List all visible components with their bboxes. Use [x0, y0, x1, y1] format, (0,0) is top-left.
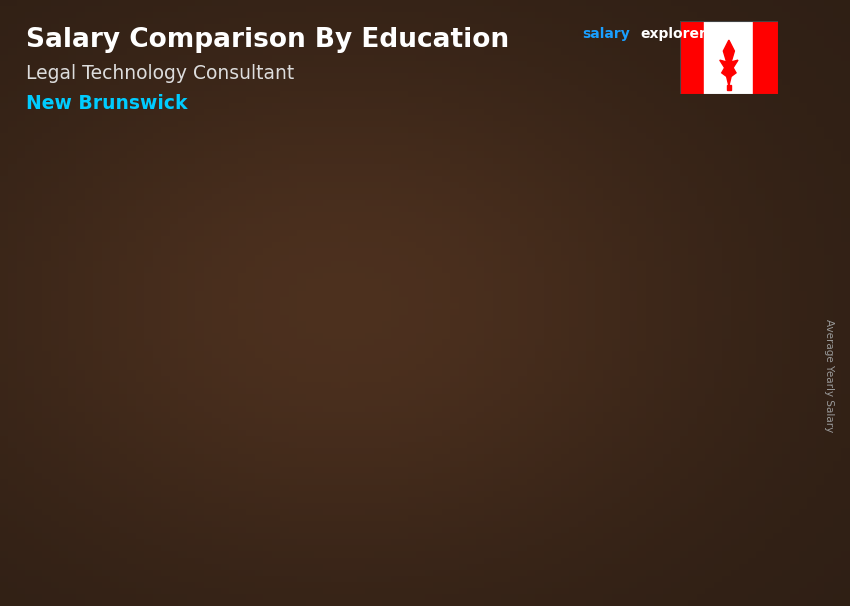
Text: New Brunswick: New Brunswick	[26, 94, 187, 113]
Bar	[131, 410, 221, 533]
Text: Salary Comparison By Education: Salary Comparison By Education	[26, 27, 508, 53]
Text: 105,000 CAD: 105,000 CAD	[369, 327, 466, 342]
Text: 69,900 CAD: 69,900 CAD	[124, 388, 211, 404]
Text: 156,000 CAD: 156,000 CAD	[619, 237, 715, 252]
Text: +48%: +48%	[488, 176, 596, 209]
Polygon shape	[720, 40, 738, 86]
Text: Legal Technology Consultant: Legal Technology Consultant	[26, 64, 294, 82]
Text: Average Yearly Salary: Average Yearly Salary	[824, 319, 834, 432]
Bar	[727, 85, 731, 90]
Bar	[631, 259, 720, 533]
Text: +50%: +50%	[209, 241, 317, 274]
Bar	[441, 348, 456, 533]
Text: explorer.com: explorer.com	[640, 27, 741, 41]
Bar	[364, 348, 454, 533]
Bar	[381, 348, 470, 533]
Bar	[753, 21, 778, 94]
Bar	[705, 21, 753, 94]
Bar	[614, 259, 703, 533]
Bar	[680, 21, 705, 94]
Bar	[690, 259, 706, 533]
Text: salary: salary	[582, 27, 630, 41]
Bar	[114, 410, 204, 533]
Bar	[191, 410, 207, 533]
